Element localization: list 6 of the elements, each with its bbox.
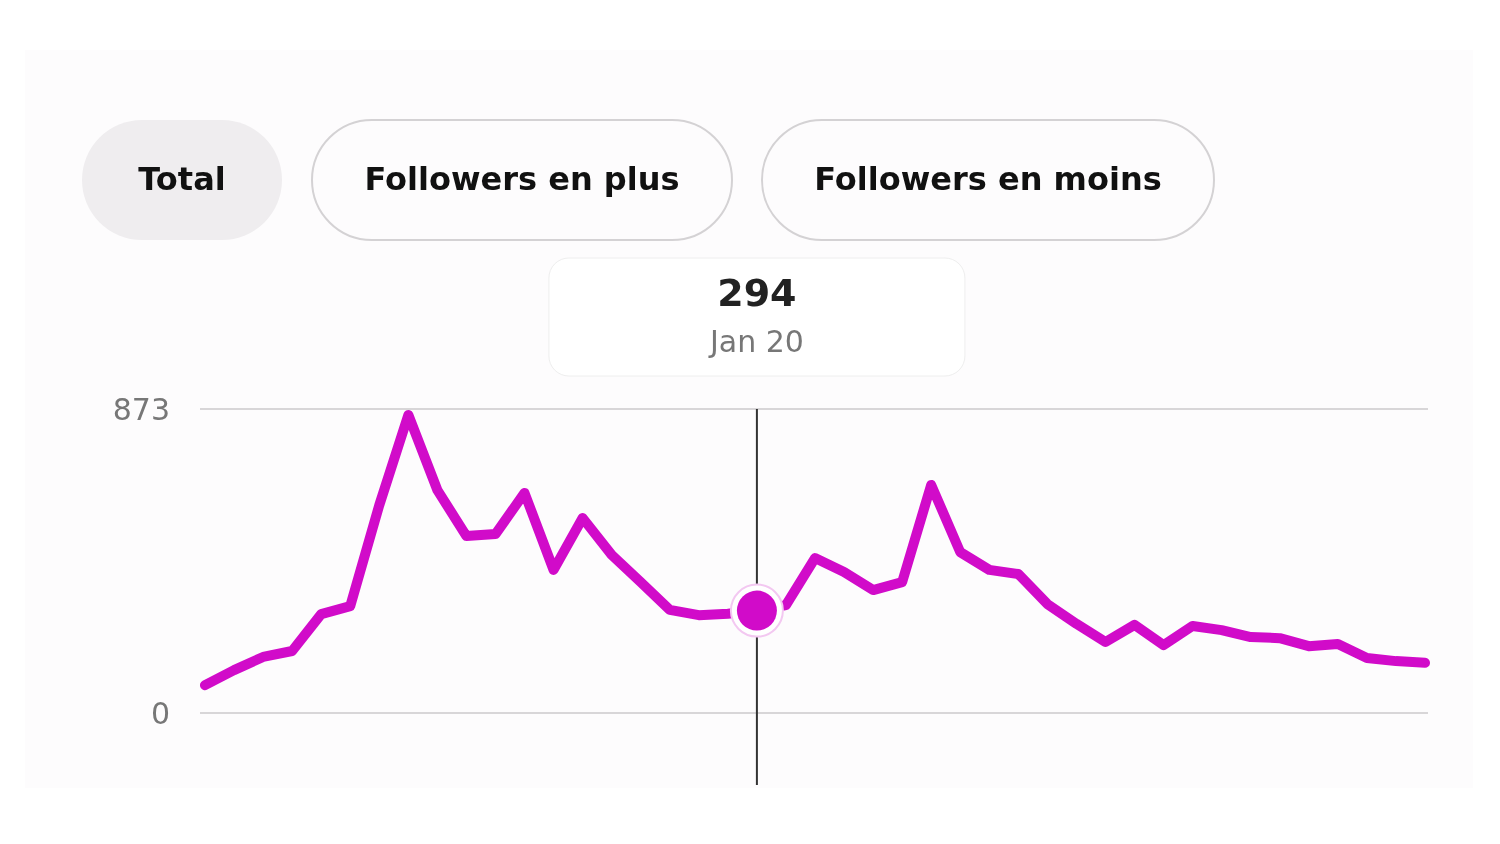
y-tick-label: 0 (150, 695, 170, 731)
y-tick-label: 873 (112, 391, 170, 427)
text: 294 (717, 271, 797, 315)
filter-button: Followers en moins (761, 119, 1215, 241)
text: Jan 20 (707, 324, 804, 359)
filter-button: Followers en plus (311, 119, 733, 241)
